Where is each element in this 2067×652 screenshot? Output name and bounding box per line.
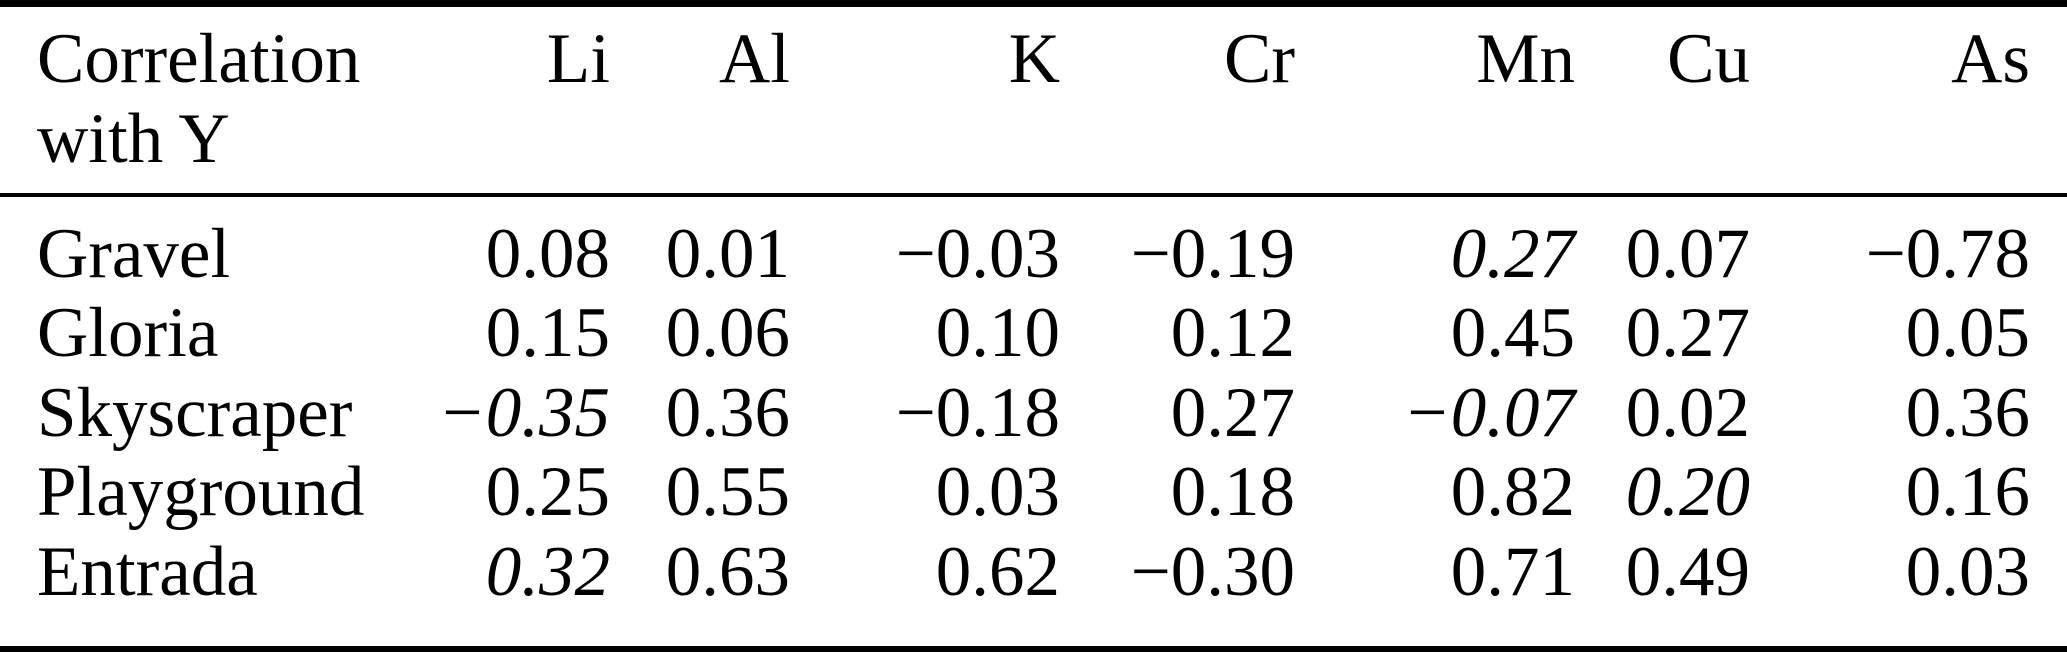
value-cell: 0.36 [665, 373, 790, 452]
value-cell: 0.55 [665, 453, 790, 532]
value-cell: 0.06 [665, 294, 790, 373]
value-cell: 0.10 [935, 294, 1060, 373]
value-cell: 0.07 [1625, 214, 1750, 293]
column-header-al: Al [719, 20, 790, 98]
value-cell: 0.32 [485, 532, 610, 611]
column-header-cr: Cr [1224, 20, 1295, 98]
value-cell: 0.27 [1625, 294, 1750, 373]
value-cell: 0.49 [1625, 532, 1750, 611]
value-cell: 0.36 [1905, 373, 2030, 452]
value-cell: 0.27 [1170, 373, 1295, 452]
value-cell: 0.45 [1450, 294, 1575, 373]
table-row-gravel: Gravel 0.08 0.01 −0.03 −0.19 0.27 0.07 −… [0, 195, 2067, 295]
value-cell: 0.05 [1905, 294, 2030, 373]
row-label: Playground [37, 453, 365, 532]
value-cell: 0.02 [1625, 373, 1750, 452]
column-header-as: As [1951, 20, 2030, 98]
row-label: Gravel [37, 214, 231, 293]
row-label: Gloria [37, 294, 219, 373]
value-cell: 0.25 [485, 453, 610, 532]
value-cell: −0.35 [437, 373, 610, 452]
value-cell: 0.82 [1450, 453, 1575, 532]
row-label: Skyscraper [37, 373, 353, 452]
value-cell: 0.63 [665, 532, 790, 611]
value-cell: −0.30 [1130, 532, 1295, 611]
value-cell: −0.19 [1130, 214, 1295, 293]
column-header-k: K [1008, 20, 1060, 98]
column-header-li: Li [546, 20, 610, 98]
value-cell: 0.16 [1905, 453, 2030, 532]
table-row-playground: Playground 0.25 0.55 0.03 0.18 0.82 0.20… [0, 453, 2067, 532]
value-cell: 0.15 [485, 294, 610, 373]
column-header-mn: Mn [1476, 20, 1575, 98]
value-cell: −0.78 [1865, 214, 2030, 293]
value-cell: 0.03 [1905, 532, 2030, 611]
corner-header: Correlation with Y [37, 20, 361, 178]
table-row-skyscraper: Skyscraper −0.35 0.36 −0.18 0.27 −0.07 0… [0, 374, 2067, 453]
value-cell: 0.20 [1625, 453, 1750, 532]
header-row: Correlation with Y Li Al K Cr Mn Cu As [0, 4, 2067, 195]
table-row-gloria: Gloria 0.15 0.06 0.10 0.12 0.45 0.27 0.0… [0, 294, 2067, 373]
value-cell: 0.27 [1450, 214, 1575, 293]
value-cell: 0.12 [1170, 294, 1295, 373]
value-cell: 0.01 [665, 214, 790, 293]
value-cell: 0.03 [935, 453, 1060, 532]
table-row-entrada: Entrada 0.32 0.63 0.62 −0.30 0.71 0.49 0… [0, 533, 2067, 649]
value-cell: −0.18 [895, 373, 1060, 452]
value-cell: 0.08 [485, 214, 610, 293]
value-cell: −0.07 [1402, 373, 1575, 452]
value-cell: 0.18 [1170, 453, 1295, 532]
value-cell: −0.03 [895, 214, 1060, 293]
row-label: Entrada [37, 532, 258, 611]
column-header-cu: Cu [1667, 20, 1750, 98]
value-cell: 0.62 [935, 532, 1060, 611]
value-cell: 0.71 [1450, 532, 1575, 611]
